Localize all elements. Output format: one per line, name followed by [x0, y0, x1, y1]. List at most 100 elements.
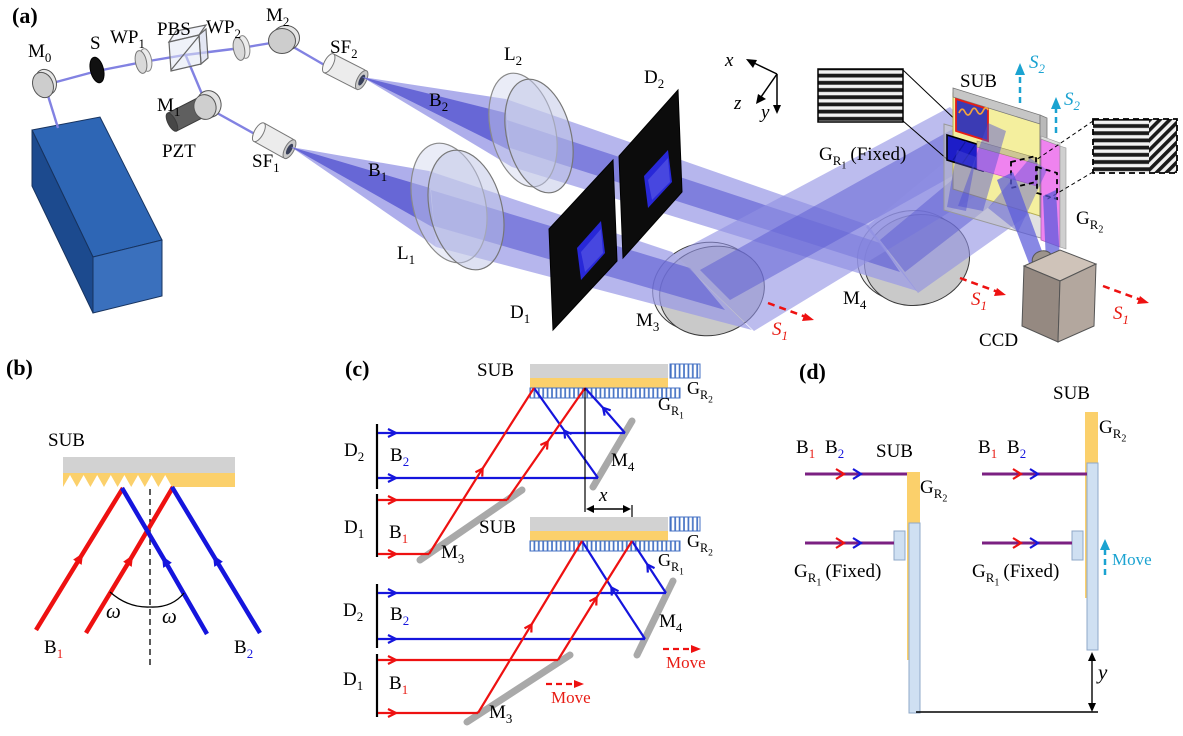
c-top-diagram	[375, 363, 701, 564]
mirror-m0	[32, 68, 57, 99]
label-b1-c-top: B1	[389, 522, 409, 546]
c-bottom-diagram	[375, 516, 701, 726]
label-sf2: SF2	[330, 37, 358, 61]
gr1-chip	[1071, 530, 1084, 561]
label-s2-1: S2	[1029, 52, 1045, 76]
label-d2-a: D2	[644, 67, 665, 91]
label-move-m3: Move	[551, 688, 591, 707]
label-m4-a: M4	[843, 288, 867, 312]
laser-box	[31, 116, 163, 314]
label-b2-a: B2	[429, 90, 449, 114]
spatial-filter-sf2	[322, 53, 369, 91]
label-m3-c-top: M3	[441, 542, 465, 566]
label-m3-a: M3	[636, 310, 660, 334]
gr1-strip-bottom	[529, 540, 681, 552]
label-axis-x: x	[725, 50, 734, 71]
interfering-beams	[34, 485, 262, 636]
s2-arrow-gr2	[1051, 97, 1061, 133]
label-gr1-c-bottom: GR1	[658, 550, 684, 578]
pbs-cube	[167, 24, 209, 72]
label-gr2-c-bottom: GR2	[687, 531, 713, 559]
label-sub-b: SUB	[48, 430, 85, 451]
shutter-s	[89, 56, 105, 84]
label-pzt: PZT	[162, 141, 196, 162]
label-b2-b: B2	[234, 637, 254, 661]
m4-bar	[633, 577, 677, 659]
label-b1-d-left: B1	[796, 437, 816, 461]
panel-c-diagram	[375, 363, 701, 726]
s1-arrow-m3	[767, 301, 814, 321]
y-measure-arrow	[1088, 652, 1096, 712]
label-omega-right: ω	[162, 604, 177, 628]
label-b2-c-top: B2	[390, 445, 410, 469]
lens-l1	[410, 142, 505, 271]
beams-to-ccd	[997, 172, 1060, 266]
panel-b-tag: (b)	[6, 355, 33, 380]
label-sub-d-right: SUB	[1053, 383, 1090, 404]
gr2-glass	[1086, 462, 1099, 651]
label-y-measure: y	[1098, 660, 1108, 684]
label-sub-c-top: SUB	[477, 360, 514, 381]
label-move-m4: Move	[666, 653, 706, 672]
gr1-chip	[893, 530, 906, 561]
label-d2-c-bottom: D2	[343, 600, 364, 624]
label-m4-c-bottom: M4	[659, 611, 683, 635]
label-b1-c-bottom: B1	[389, 673, 409, 697]
move-arrow-up	[1100, 539, 1110, 575]
m3-bar	[416, 486, 526, 564]
move-arrow-m3	[546, 680, 584, 688]
dashed-window-2	[1036, 165, 1058, 201]
panel-d-tag: (d)	[799, 359, 826, 384]
label-x-measure: x	[599, 485, 608, 506]
label-s1-2: S1	[971, 289, 987, 313]
label-sub-d-left: SUB	[876, 441, 913, 462]
waveplate-wp2	[232, 35, 251, 61]
label-d1-c-top: D1	[344, 517, 365, 541]
panel-a-diagram	[31, 24, 1178, 343]
label-m4-c-top: M4	[611, 450, 635, 474]
label-shutter: S	[90, 33, 101, 54]
label-pbs: PBS	[157, 19, 191, 40]
label-m0: M0	[28, 41, 52, 65]
coordinate-axes	[746, 59, 781, 114]
beam-b1-cone	[291, 147, 436, 247]
sub-resist-bottom	[530, 531, 668, 541]
label-axis-z: z	[734, 93, 742, 114]
beam-overlay-2	[958, 123, 1006, 211]
label-gr2-c-top: GR2	[687, 378, 713, 406]
label-b1-a: B1	[368, 160, 388, 184]
m3-bar	[463, 651, 574, 726]
label-s2-2: S2	[1064, 89, 1080, 113]
label-gr2-d-left: GR2	[920, 477, 948, 505]
gr2-bar-top-edge	[976, 140, 1038, 165]
sub-bar-top	[530, 364, 668, 378]
label-d1-a: D1	[510, 302, 531, 326]
panel-a-tag: (a)	[12, 3, 38, 28]
label-l1: L1	[397, 243, 416, 267]
label-gr2-d-right: GR2	[1099, 417, 1127, 445]
s1-arrow-ccd	[1102, 284, 1149, 304]
sub-bar-bottom	[530, 517, 668, 531]
move-arrow-m4	[663, 645, 701, 653]
label-m1: M1	[157, 95, 181, 119]
photoresist-teeth	[63, 473, 235, 487]
gr2-strip-top	[669, 363, 701, 379]
aperture-d2	[618, 88, 683, 260]
mirror-m2	[268, 25, 300, 54]
gr2-plate-top	[1040, 135, 1061, 147]
label-sub-c-bottom: SUB	[479, 517, 516, 538]
label-wp1: WP1	[110, 27, 145, 51]
label-s1-3: S1	[1113, 303, 1129, 327]
label-gr1-c-top: GR1	[658, 394, 684, 422]
beam-b2-cone	[362, 77, 512, 167]
d-right-config	[982, 412, 1110, 651]
s1-arrow-m4	[959, 276, 1006, 296]
label-gr1-fixed-d-left: GR1(Fixed)	[794, 561, 882, 589]
mirror-m1	[193, 90, 222, 120]
x-measure-arrow	[586, 505, 631, 513]
label-ccd: CCD	[979, 330, 1019, 351]
label-sub-a: SUB	[960, 71, 997, 92]
label-omega-left: ω	[106, 599, 121, 623]
